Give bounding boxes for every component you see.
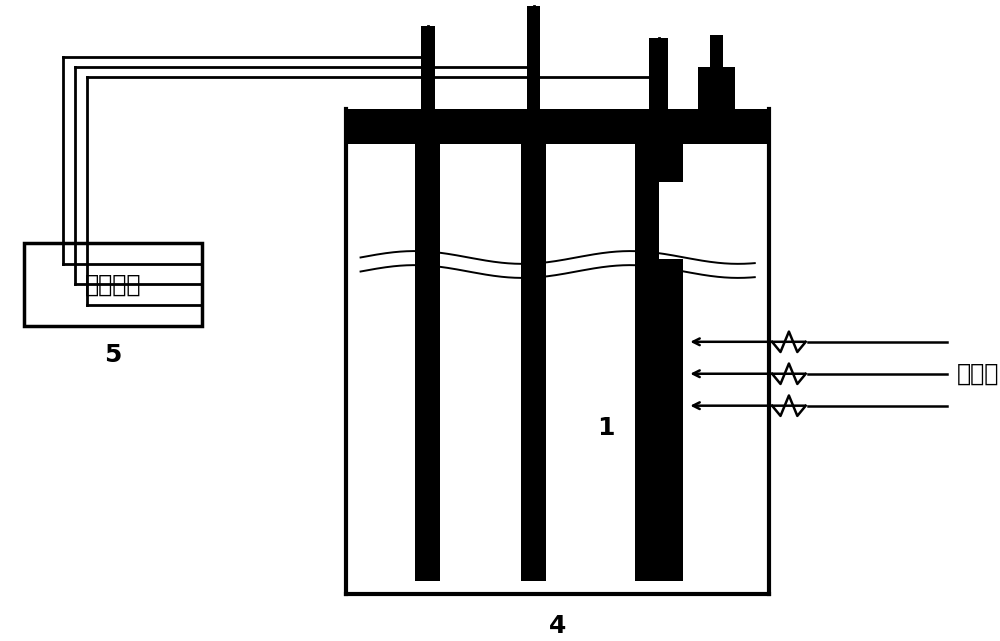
Bar: [24, 243, 202, 326]
Text: 激发光: 激发光: [957, 362, 999, 386]
Bar: [710, 35, 723, 67]
Bar: [698, 67, 735, 108]
Bar: [649, 38, 668, 108]
Text: 5: 5: [104, 342, 122, 367]
Bar: [415, 144, 440, 581]
Bar: [635, 144, 683, 581]
Text: 2: 2: [525, 416, 542, 440]
Text: 4: 4: [549, 614, 566, 638]
Bar: [527, 6, 540, 108]
Text: 恒电位仪: 恒电位仪: [85, 272, 141, 296]
Bar: [421, 26, 435, 108]
Bar: [659, 182, 687, 259]
Text: 3: 3: [419, 416, 437, 440]
Bar: [521, 144, 546, 581]
Bar: [346, 108, 769, 144]
Text: 1: 1: [597, 416, 614, 440]
